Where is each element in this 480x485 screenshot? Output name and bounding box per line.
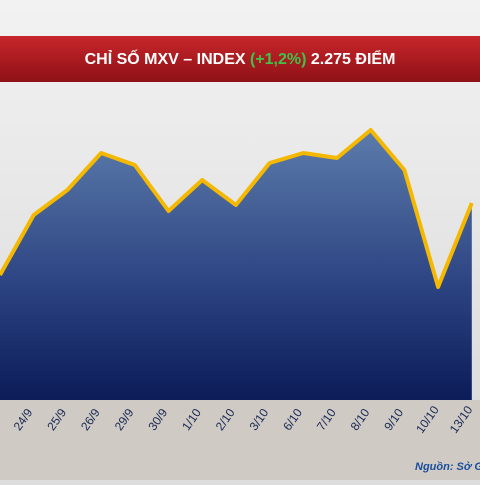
title-suffix: 2.275 ĐIỂM (311, 49, 395, 68)
source-note: Nguồn: Sở G (415, 461, 480, 473)
header-banner (0, 36, 480, 82)
line (0, 128, 474, 289)
chart-title: CHỈ SỐ MXV – INDEX (+1,2%) 2.275 ĐIỂM (85, 48, 396, 68)
label-band (0, 400, 480, 480)
title-change: (+1,2%) (250, 51, 306, 68)
title-prefix: CHỈ SỐ MXV – INDEX (85, 48, 246, 68)
area-fill (0, 130, 472, 400)
